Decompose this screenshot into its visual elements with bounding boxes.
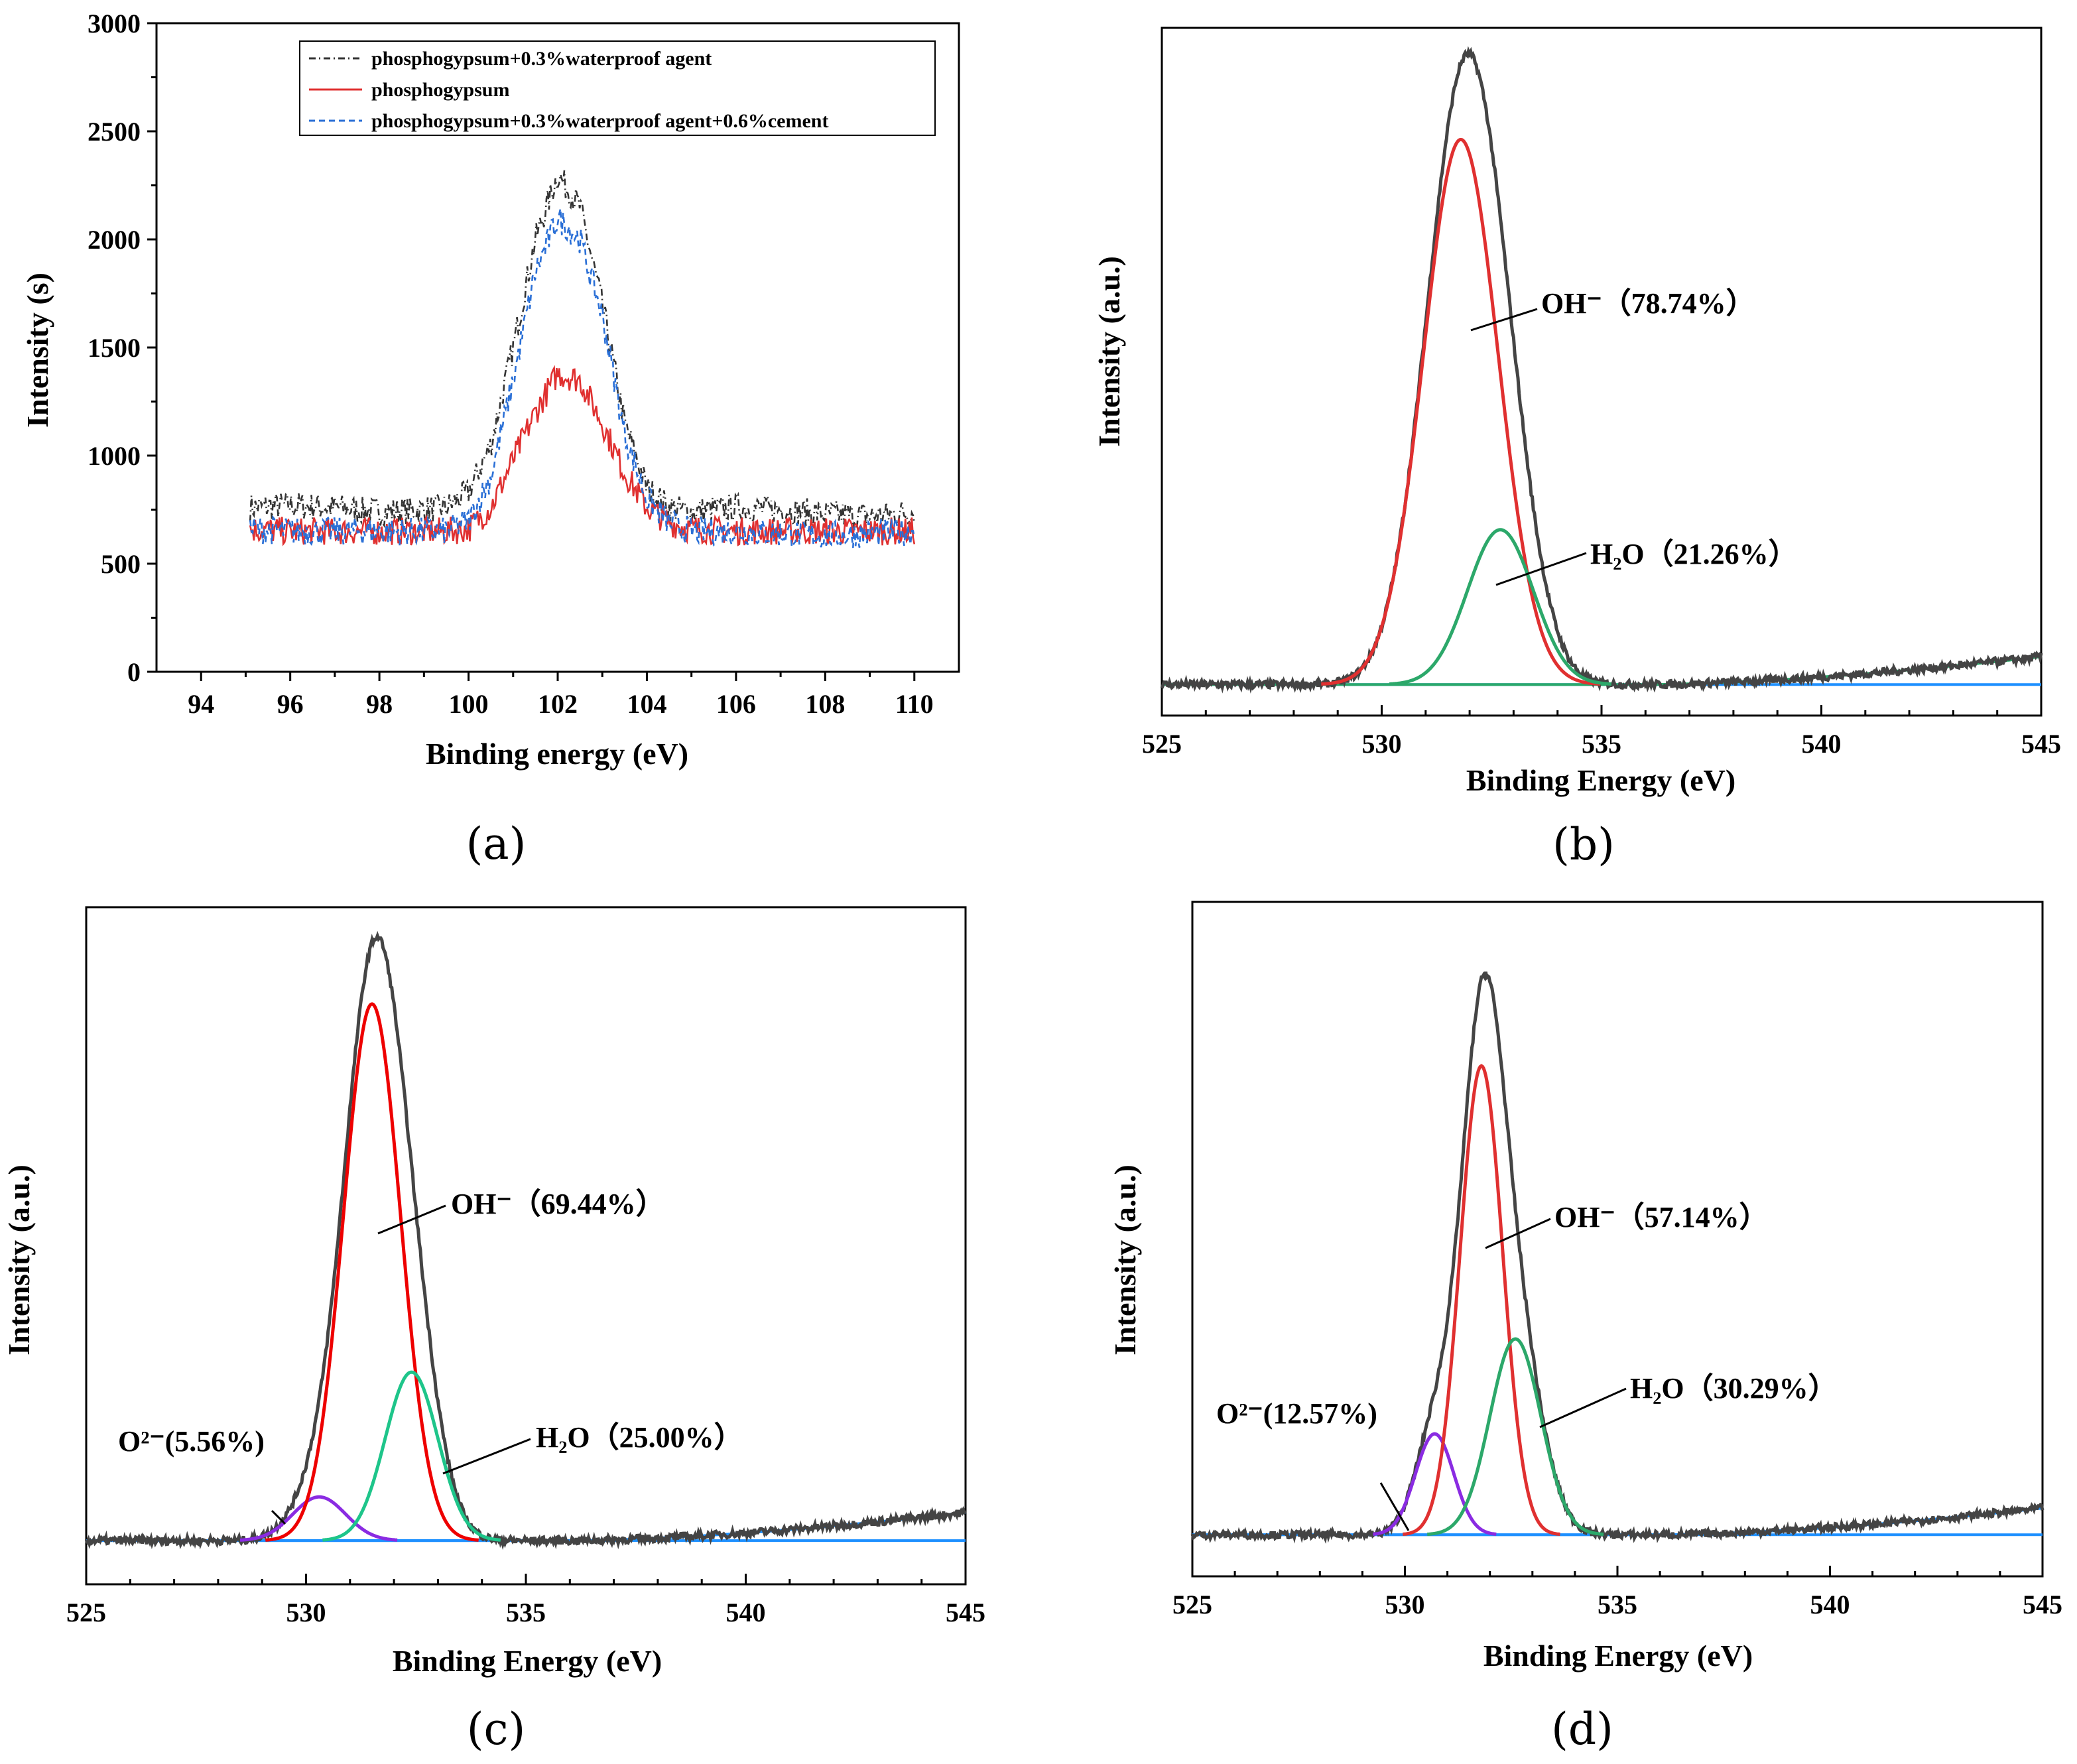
series-line-a	[249, 365, 916, 546]
x-tick-label-d: 535	[1598, 1590, 1637, 1619]
x-tick-label-a: 104	[627, 689, 666, 719]
ylabel-b: Intensity (a.u.)	[1092, 256, 1126, 447]
peak-line-d	[1427, 1337, 1604, 1537]
ylabel-c: Intensity (a.u.)	[2, 1165, 36, 1355]
peak-label-c: H₂O（25.00%）	[536, 1421, 743, 1454]
x-tick-label-a: 98	[366, 689, 393, 719]
leader-line-d	[1539, 1387, 1627, 1428]
x-tick-label-a: 102	[538, 689, 578, 719]
peak-line-d	[1373, 1432, 1497, 1536]
annotations-b: OH⁻（78.74%） H₂O（21.26%）	[1470, 287, 1798, 586]
x-tick-label-a: 94	[188, 689, 214, 719]
x-tick-label-d: 545	[2023, 1590, 2062, 1619]
panel-d: 525 530 535 540 545 O²⁻(12.57%) OH⁻（57.14%） H₂…	[1108, 901, 2062, 1755]
ticks-b: 525 530 535 540 545	[1142, 705, 2061, 759]
plot-frame-b	[1161, 27, 2043, 717]
x-tick-label-d: 525	[1172, 1590, 1212, 1619]
legend-label-a: phosphogypsum	[371, 79, 509, 101]
peak-line-c	[322, 1370, 501, 1542]
x-tick-label-c: 535	[506, 1598, 546, 1627]
y-tick-label-a: 2000	[88, 225, 141, 255]
y-tick-label-a: 0	[127, 657, 141, 687]
peak-label-c: OH⁻（69.44%）	[451, 1188, 665, 1220]
panel-b: 525 530 535 540 545 OH⁻（78.74%） H₂O（21.26%） B…	[1092, 27, 2061, 870]
y-tick-label-a: 1500	[88, 333, 141, 363]
series-line-a	[249, 208, 916, 550]
x-tick-label-c: 540	[726, 1598, 766, 1627]
x-tick-label-b: 530	[1362, 729, 1402, 759]
x-tick-label-a: 96	[277, 689, 304, 719]
x-tick-label-b: 525	[1142, 729, 1182, 759]
legend-a: phosphogypsum+0.3%waterproof agent phosph…	[299, 40, 936, 136]
peak-label-d: OH⁻（57.14%）	[1554, 1201, 1769, 1233]
panel-a: 94 96 98 100 102 104 106 108 110 0 500 1000 1500 2000…	[21, 9, 960, 869]
y-tick-label-a: 2500	[88, 117, 141, 147]
panel-label-c: (c)	[467, 1704, 525, 1755]
xlabel-a: Binding energy (eV)	[426, 737, 688, 771]
peak-label-b: OH⁻（78.74%）	[1541, 287, 1755, 320]
x-tick-label-c: 545	[946, 1598, 985, 1627]
envelope-line-b	[1160, 46, 2043, 694]
leader-line-d	[1485, 1218, 1551, 1249]
series-a	[249, 170, 916, 550]
legend-label-a: phosphogypsum+0.3%waterproof agent	[371, 48, 712, 70]
x-tick-label-a: 100	[449, 689, 489, 719]
peak-label-b: H₂O（21.26%）	[1590, 538, 1798, 570]
annotations-d: O²⁻(12.57%) OH⁻（57.14%） H₂O（30.29%）	[1216, 1201, 1838, 1531]
leader-line-b	[1470, 308, 1538, 332]
x-tick-label-b: 545	[2021, 729, 2061, 759]
ylabel-a: Intensity (s)	[21, 273, 54, 428]
peak-label-d: H₂O（30.29%）	[1630, 1372, 1838, 1405]
x-tick-label-d: 540	[1810, 1590, 1850, 1619]
y-tick-label-a: 500	[101, 549, 141, 579]
x-tick-label-b: 540	[1802, 729, 1842, 759]
x-tick-label-a: 108	[805, 689, 845, 719]
legend-label-a: phosphogypsum+0.3%waterproof agent+0.6%c…	[371, 110, 828, 132]
x-tick-label-b: 535	[1582, 729, 1621, 759]
envelope-line-d	[1190, 971, 2045, 1544]
ticks-c: 525 530 535 540 545	[66, 1574, 985, 1627]
leader-line-d	[1379, 1482, 1410, 1531]
y-tick-label-a: 3000	[88, 9, 141, 38]
ticks-a: 94 96 98 100 102 104 106 108 110 0 500 1000 1500 2000…	[88, 9, 934, 719]
peak-line-d	[1402, 1064, 1560, 1537]
panel-label-a: (a)	[466, 818, 527, 869]
x-tick-label-d: 530	[1385, 1590, 1425, 1619]
legend-box-a	[299, 40, 936, 136]
series-d	[1190, 971, 2045, 1544]
peak-label-c: O²⁻(5.56%)	[118, 1425, 265, 1458]
plot-frame-d	[1191, 901, 2044, 1578]
series-b	[1160, 46, 2043, 694]
xlabel-b: Binding Energy (eV)	[1466, 763, 1735, 797]
ticks-d: 525 530 535 540 545	[1172, 1566, 2062, 1619]
peak-line-b	[1321, 137, 1601, 686]
envelope-line-c	[85, 930, 967, 1550]
panel-label-b: (b)	[1552, 819, 1615, 870]
leader-line-b	[1495, 552, 1587, 586]
series-line-a	[249, 170, 916, 529]
peak-line-c	[239, 1495, 398, 1542]
annotations-c: O²⁻(5.56%) OH⁻（69.44%） H₂O（25.00%）	[118, 1188, 743, 1525]
series-c	[85, 930, 967, 1550]
panel-label-d: (d)	[1551, 1704, 1613, 1755]
x-tick-label-c: 525	[66, 1598, 106, 1627]
x-tick-label-a: 110	[895, 689, 934, 719]
ylabel-d: Intensity (a.u.)	[1108, 1165, 1142, 1355]
plot-frame-c	[85, 906, 967, 1586]
xlabel-c: Binding Energy (eV)	[393, 1644, 662, 1678]
peak-line-c	[265, 1002, 479, 1542]
xlabel-d: Binding Energy (eV)	[1483, 1639, 1753, 1672]
x-tick-label-c: 530	[286, 1598, 326, 1627]
leader-line-c	[377, 1204, 446, 1235]
y-tick-label-a: 1000	[88, 441, 141, 471]
peak-label-d: O²⁻(12.57%)	[1216, 1397, 1377, 1430]
x-tick-label-a: 106	[716, 689, 756, 719]
peak-line-b	[1389, 528, 1612, 686]
leader-line-c	[271, 1509, 286, 1525]
panel-c: 525 530 535 540 545 O²⁻(5.56%) OH⁻（69.44%） H₂O…	[2, 906, 985, 1755]
leader-line-c	[442, 1438, 531, 1475]
